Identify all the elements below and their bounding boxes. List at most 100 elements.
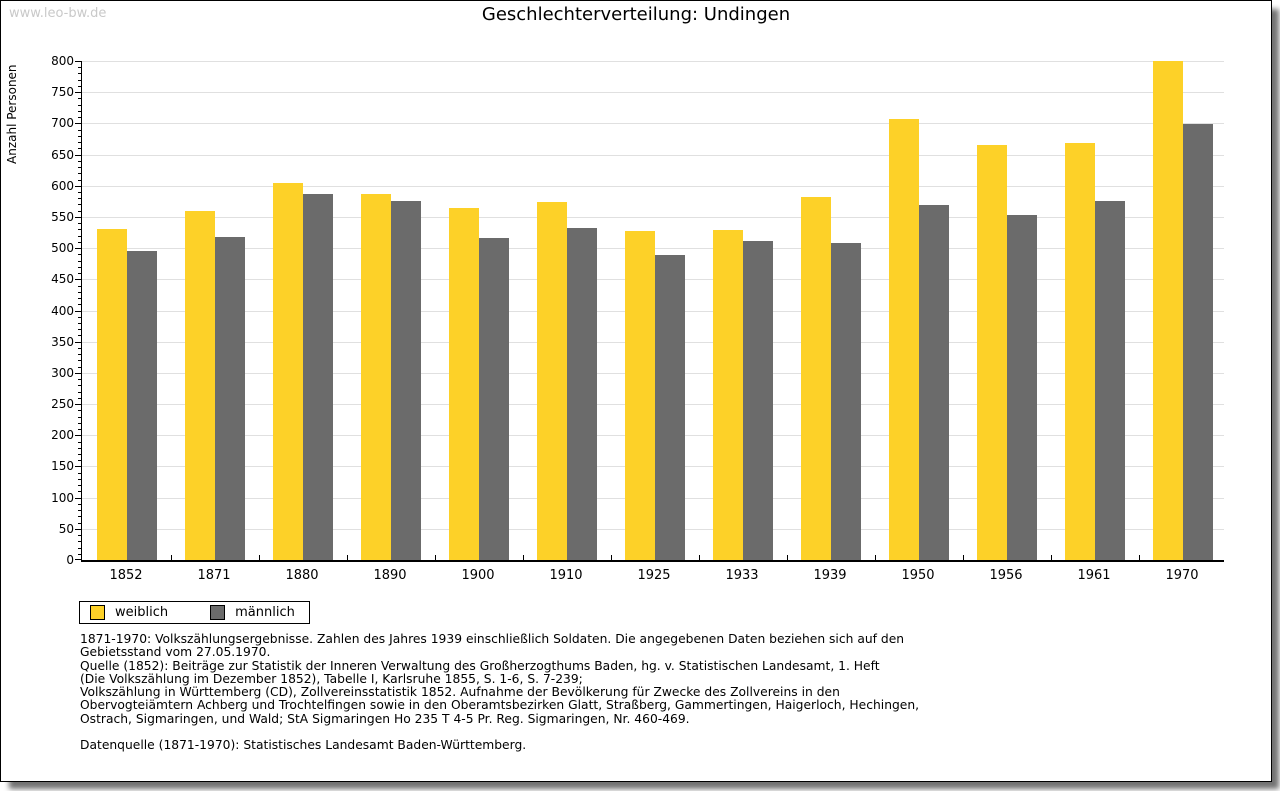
- y-minor-tick: [78, 67, 81, 69]
- source-notes: 1871-1970: Volkszählungsergebnisse. Zahl…: [80, 632, 920, 752]
- note-line: Obervogteiämtern Achberg und Trochtelfin…: [80, 698, 920, 713]
- x-tick-label-1890: 1890: [373, 568, 407, 583]
- note-line: Volkszählung in Württemberg (CD), Zollve…: [80, 685, 840, 700]
- y-minor-tick: [78, 422, 81, 424]
- y-tick-label: 650: [51, 147, 74, 162]
- bar-weiblich-1925: [625, 230, 655, 560]
- y-minor-tick: [78, 491, 81, 493]
- y-minor-tick: [78, 460, 81, 462]
- y-tick-label: 200: [51, 428, 74, 443]
- y-minor-tick: [78, 478, 81, 480]
- legend-item-maennlich: männlich: [210, 605, 295, 620]
- bar-weiblich-1961: [1065, 142, 1095, 560]
- y-major-tick: [75, 123, 81, 125]
- y-minor-tick: [78, 347, 81, 349]
- y-minor-tick: [78, 160, 81, 162]
- gridline: [82, 154, 1224, 156]
- x-tick-label-1852: 1852: [109, 568, 143, 583]
- x-tick-label-1900: 1900: [461, 568, 495, 583]
- bar-weiblich-1933: [713, 230, 743, 560]
- gridline: [82, 185, 1224, 187]
- gridline: [82, 216, 1224, 218]
- x-tick-label-1961: 1961: [1077, 568, 1111, 583]
- y-minor-tick: [78, 235, 81, 237]
- y-minor-tick: [78, 104, 81, 106]
- y-major-tick: [75, 216, 81, 218]
- x-tick-label-1910: 1910: [549, 568, 583, 583]
- y-minor-tick: [78, 192, 81, 193]
- y-minor-tick: [78, 472, 81, 474]
- y-minor-tick: [78, 241, 81, 243]
- y-minor-tick: [78, 73, 81, 75]
- weiblich-swatch-icon: [90, 605, 105, 620]
- y-minor-tick: [78, 117, 81, 119]
- y-minor-tick: [78, 360, 81, 362]
- bar-männlich-1871: [215, 236, 245, 560]
- y-minor-tick: [78, 522, 81, 524]
- y-minor-tick: [78, 85, 81, 87]
- x-tick-label-1970: 1970: [1165, 568, 1199, 583]
- y-major-tick: [75, 92, 81, 94]
- y-minor-tick: [78, 441, 81, 443]
- y-minor-tick: [78, 366, 81, 368]
- y-minor-tick: [78, 541, 81, 543]
- note-line: 1871-1970: Volkszählungsergebnisse. Zahl…: [80, 632, 905, 646]
- y-minor-tick: [78, 266, 81, 268]
- y-major-tick: [75, 404, 81, 406]
- plot-area: 0 50 100 150 200 250 300 350 400 450 500 550 600 650 7…: [51, 54, 1224, 567]
- y-tick-label: 600: [51, 178, 74, 193]
- y-major-tick: [75, 185, 81, 187]
- y-minor-tick: [78, 547, 81, 549]
- y-tick-label: 300: [51, 365, 74, 380]
- bar-männlich-1925: [655, 255, 685, 560]
- x-tick-label-1950: 1950: [901, 568, 935, 583]
- y-major-tick: [75, 497, 81, 499]
- y-minor-tick: [78, 316, 81, 318]
- y-minor-tick: [78, 335, 81, 337]
- gridline: [82, 123, 1224, 125]
- y-axis-title: Anzahl Personen: [5, 64, 19, 164]
- y-major-tick: [75, 559, 81, 560]
- y-minor-tick: [78, 129, 81, 131]
- y-minor-tick: [78, 322, 81, 324]
- bar-weiblich-1950: [889, 119, 919, 560]
- bar-männlich-1852: [127, 251, 157, 560]
- y-tick-label: 500: [51, 241, 74, 256]
- y-minor-tick: [78, 329, 81, 331]
- x-tick: [1139, 555, 1140, 560]
- legend: weiblich männlich: [79, 601, 310, 624]
- y-minor-tick: [78, 304, 81, 306]
- y-minor-tick: [78, 204, 81, 206]
- y-minor-tick: [78, 229, 81, 231]
- chart-title: Geschlechterverteilung: Undingen: [481, 4, 791, 25]
- y-minor-tick: [78, 98, 81, 100]
- y-major-tick: [75, 61, 81, 62]
- y-major-tick: [75, 248, 81, 250]
- y-minor-tick: [78, 298, 81, 300]
- bar-weiblich-1852: [97, 229, 127, 560]
- bar-männlich-1910: [567, 228, 597, 560]
- note-line: Gebietsstand vom 27.05.1970.: [80, 645, 271, 660]
- x-tick-label-1956: 1956: [989, 568, 1023, 583]
- legend-label-weiblich: weiblich: [115, 605, 169, 620]
- bar-weiblich-1956: [977, 145, 1007, 560]
- y-minor-tick: [78, 416, 81, 418]
- y-minor-tick: [78, 223, 81, 225]
- y-major-tick: [75, 528, 81, 530]
- x-tick: [171, 555, 172, 560]
- y-tick-label: 700: [51, 116, 74, 131]
- y-tick-label: 50: [58, 521, 74, 536]
- y-minor-tick: [78, 553, 81, 555]
- x-tick: [435, 555, 436, 560]
- y-tick-label: 450: [51, 272, 74, 287]
- bar-weiblich-1910: [537, 201, 567, 560]
- y-minor-tick: [78, 254, 81, 256]
- x-tick-label-1925: 1925: [637, 568, 671, 583]
- y-minor-tick: [78, 391, 81, 393]
- x-tick: [611, 555, 612, 560]
- y-minor-tick: [78, 148, 81, 150]
- maennlich-swatch-icon: [210, 605, 226, 620]
- y-minor-tick: [78, 397, 81, 399]
- y-minor-tick: [78, 354, 81, 356]
